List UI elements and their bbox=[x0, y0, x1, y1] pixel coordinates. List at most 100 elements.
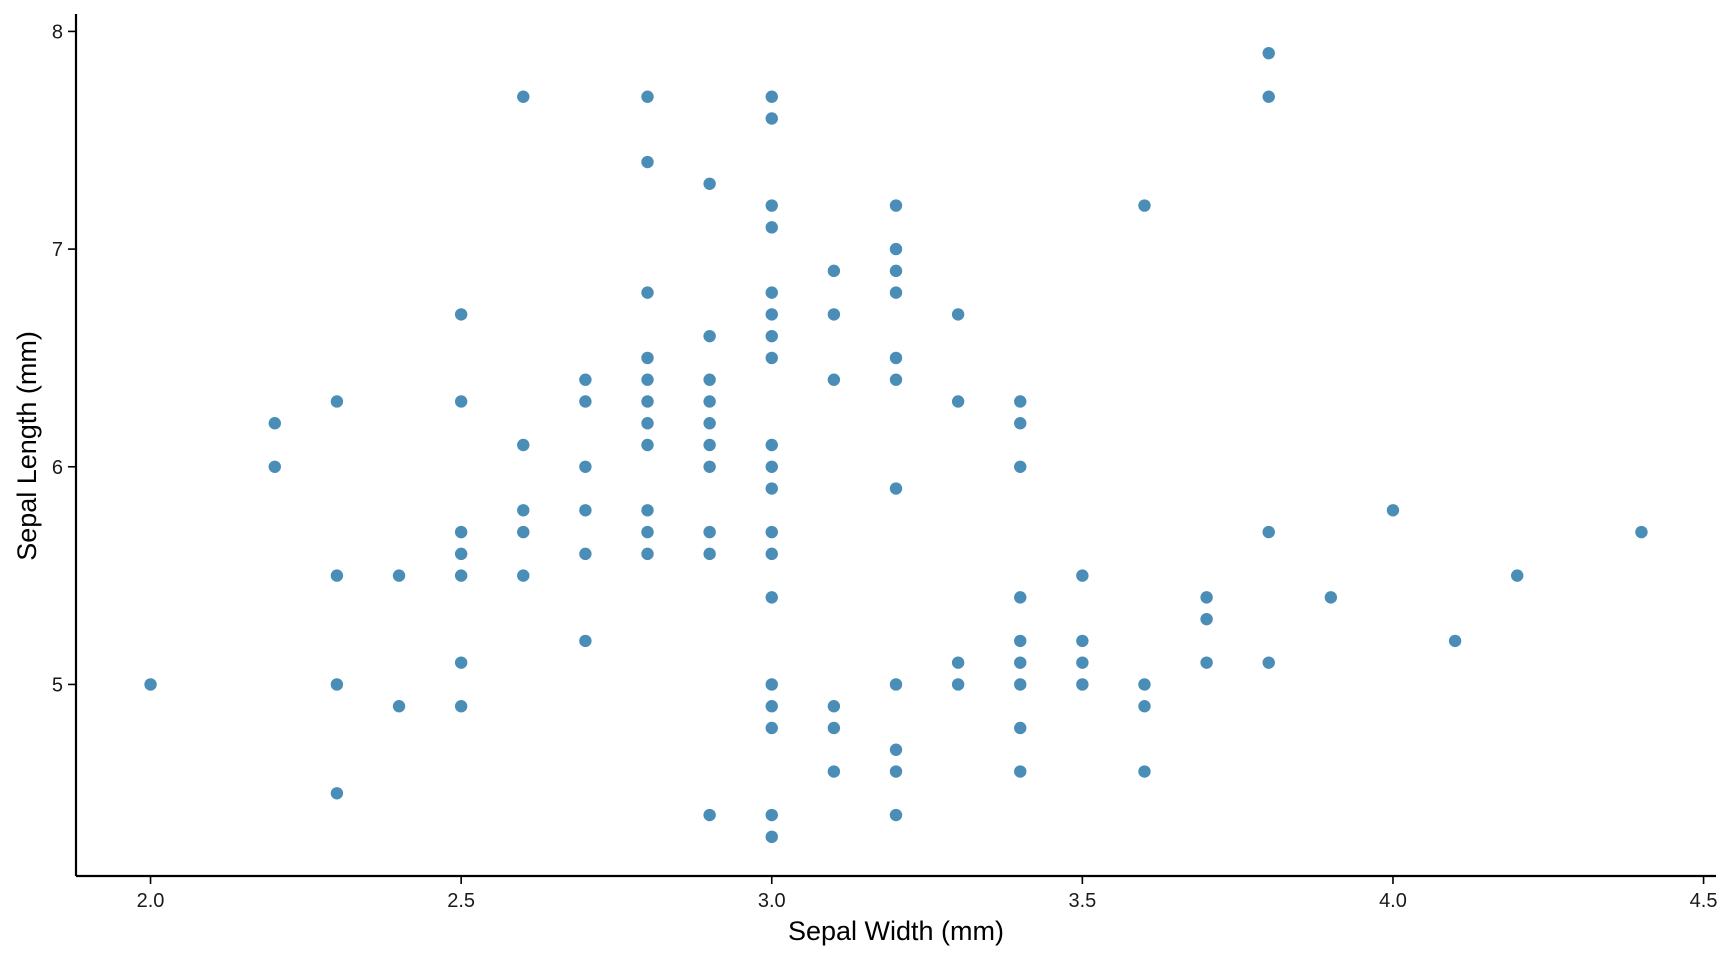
data-point bbox=[1511, 569, 1524, 582]
data-point bbox=[889, 242, 903, 256]
data-point bbox=[765, 700, 778, 713]
data-point bbox=[517, 525, 530, 539]
data-point bbox=[641, 351, 654, 365]
data-point bbox=[765, 112, 778, 125]
x-tick-label: 3.0 bbox=[758, 890, 786, 912]
data-point bbox=[703, 460, 716, 473]
data-point bbox=[951, 656, 965, 669]
data-point bbox=[454, 547, 468, 561]
data-point bbox=[1014, 460, 1027, 473]
y-tick-label: 6 bbox=[52, 457, 63, 479]
data-point bbox=[765, 830, 778, 844]
data-point bbox=[268, 417, 281, 430]
data-point bbox=[641, 438, 654, 452]
x-tick-label: 4.5 bbox=[1690, 890, 1718, 912]
data-point bbox=[144, 678, 157, 691]
data-point bbox=[889, 373, 903, 386]
data-point bbox=[1014, 765, 1027, 778]
data-point bbox=[951, 395, 965, 408]
data-point bbox=[641, 504, 654, 517]
data-point bbox=[330, 395, 344, 408]
data-point bbox=[703, 808, 716, 822]
data-point bbox=[1014, 417, 1027, 430]
x-tick-label: 3.5 bbox=[1068, 890, 1096, 912]
data-point bbox=[765, 438, 778, 452]
data-point bbox=[330, 569, 344, 582]
data-point bbox=[827, 721, 841, 735]
data-point bbox=[330, 787, 344, 800]
y-axis-title: Sepal Length (mm) bbox=[12, 331, 42, 561]
data-point bbox=[765, 547, 778, 561]
data-point bbox=[641, 417, 654, 430]
data-point bbox=[765, 221, 778, 234]
data-point bbox=[827, 765, 841, 778]
data-point bbox=[579, 395, 592, 408]
data-point bbox=[1076, 678, 1089, 691]
y-tick-label: 8 bbox=[52, 21, 63, 43]
data-point bbox=[1200, 591, 1213, 604]
y-tick-label: 7 bbox=[52, 239, 63, 261]
data-point bbox=[454, 569, 468, 582]
data-point bbox=[703, 547, 716, 561]
data-point bbox=[765, 286, 778, 299]
data-point bbox=[1262, 525, 1275, 539]
data-point bbox=[1014, 656, 1027, 669]
data-point bbox=[703, 177, 716, 190]
data-point bbox=[765, 721, 778, 735]
data-point bbox=[889, 286, 903, 299]
data-point bbox=[765, 90, 778, 103]
data-point bbox=[1262, 90, 1275, 103]
data-point bbox=[827, 700, 841, 713]
data-point bbox=[765, 199, 778, 212]
data-point bbox=[579, 634, 592, 648]
data-point bbox=[1138, 700, 1151, 713]
data-point bbox=[1635, 525, 1648, 539]
data-point bbox=[579, 460, 592, 473]
data-point bbox=[1076, 569, 1089, 582]
data-point bbox=[1386, 504, 1400, 517]
data-point bbox=[703, 438, 716, 452]
data-point bbox=[1200, 612, 1213, 626]
data-point bbox=[951, 308, 965, 321]
data-point bbox=[827, 373, 841, 386]
data-point bbox=[579, 504, 592, 517]
data-point bbox=[889, 743, 903, 756]
data-point bbox=[765, 308, 778, 321]
data-point bbox=[703, 395, 716, 408]
data-point bbox=[765, 329, 778, 343]
data-point bbox=[268, 460, 281, 473]
data-point bbox=[641, 90, 654, 103]
points-layer bbox=[144, 46, 1648, 844]
x-tick-label: 2.0 bbox=[137, 890, 165, 912]
data-point bbox=[889, 351, 903, 365]
data-point bbox=[1014, 678, 1027, 691]
data-point bbox=[703, 329, 716, 343]
data-point bbox=[330, 678, 344, 691]
data-point bbox=[1262, 656, 1275, 669]
data-point bbox=[641, 547, 654, 561]
data-point bbox=[1200, 656, 1213, 669]
data-point bbox=[454, 700, 468, 713]
data-point bbox=[1448, 634, 1462, 648]
data-point bbox=[951, 678, 965, 691]
data-point bbox=[1076, 634, 1089, 648]
data-point bbox=[392, 569, 406, 582]
data-point bbox=[392, 700, 406, 713]
data-point bbox=[827, 308, 841, 321]
data-point bbox=[765, 591, 778, 604]
data-point bbox=[703, 373, 716, 386]
x-ticks: 2.0 2.5 3.0 3.5 4.0 4.5 bbox=[137, 876, 1718, 912]
data-point bbox=[517, 569, 530, 582]
data-point bbox=[454, 395, 468, 408]
x-axis-title: Sepal Width (mm) bbox=[788, 916, 1004, 946]
data-point bbox=[1014, 591, 1027, 604]
data-point bbox=[765, 808, 778, 822]
data-point bbox=[889, 264, 903, 278]
data-point bbox=[1262, 46, 1275, 60]
data-point bbox=[1014, 395, 1027, 408]
data-point bbox=[889, 808, 903, 822]
data-point bbox=[517, 504, 530, 517]
data-point bbox=[1138, 765, 1151, 778]
data-point bbox=[889, 765, 903, 778]
